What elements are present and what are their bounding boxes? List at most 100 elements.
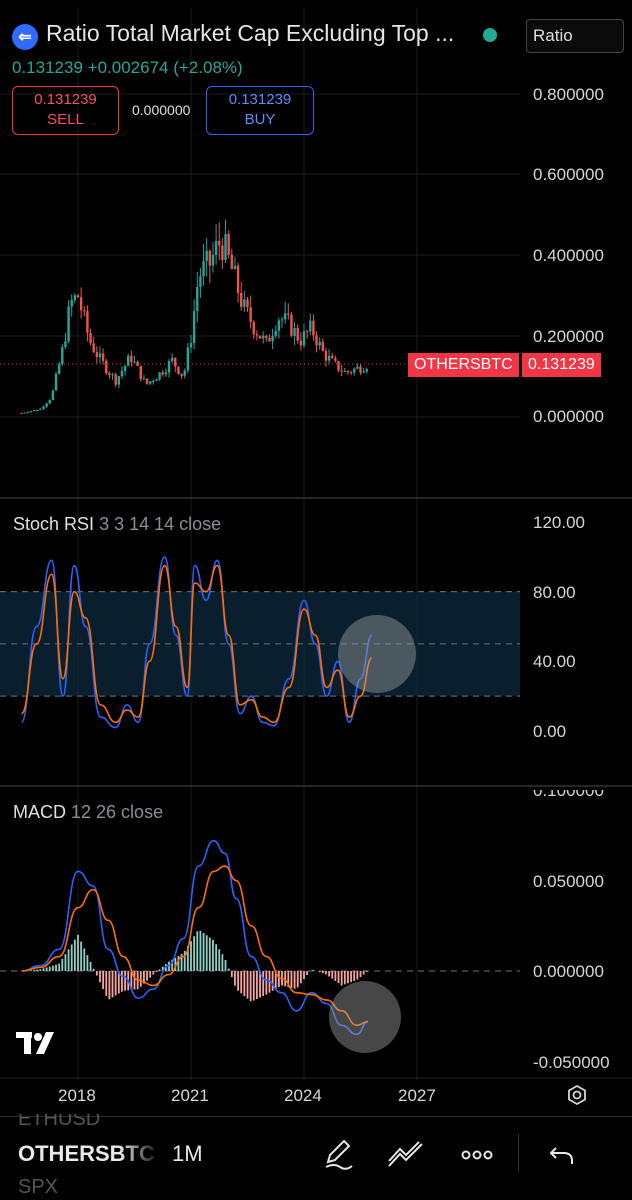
candle-body xyxy=(118,376,120,384)
macd-histogram-bar xyxy=(46,967,48,971)
macd-histogram-bar xyxy=(71,944,73,971)
candle-body xyxy=(231,255,233,269)
interval-selector[interactable]: 1M xyxy=(172,1141,203,1167)
buy-button[interactable]: 0.131239 BUY xyxy=(206,86,314,135)
candle-body xyxy=(271,336,273,342)
candle-body xyxy=(111,374,113,375)
macd-histogram-bar xyxy=(265,971,267,995)
macd-histogram-bar xyxy=(228,969,230,971)
macd-axis-label: 0.050000 xyxy=(533,872,604,892)
time-axis-label: 2027 xyxy=(398,1086,436,1106)
candle-body xyxy=(89,333,91,343)
macd-histogram-bar xyxy=(338,971,340,983)
candle-body xyxy=(193,311,195,343)
candle-body xyxy=(140,366,142,379)
candle-body xyxy=(42,407,44,409)
macd-histogram-bar xyxy=(33,970,35,971)
macd-histogram-bar xyxy=(221,954,223,971)
trendline-tool-icon[interactable] xyxy=(386,1138,426,1172)
candle-body xyxy=(80,297,82,310)
candle-body xyxy=(347,371,349,372)
macd-histogram-bar xyxy=(353,971,355,981)
candle-body xyxy=(209,251,211,266)
candle-body xyxy=(27,412,29,413)
macd-histogram-bar xyxy=(65,954,67,971)
candle-body xyxy=(121,371,123,376)
candle-body xyxy=(246,299,248,307)
price-change-pct: (+2.08%) xyxy=(173,58,242,77)
macd-label[interactable]: MACD 12 26 close xyxy=(13,802,163,823)
candle-body xyxy=(71,300,73,306)
candle-body xyxy=(290,315,292,336)
candle-body xyxy=(33,410,35,411)
sell-button[interactable]: 0.131239 SELL xyxy=(12,86,119,135)
macd-histogram-bar xyxy=(203,933,205,971)
candle-body xyxy=(240,293,242,307)
candle-body xyxy=(337,361,339,370)
next-symbol[interactable]: SPX xyxy=(18,1176,58,1199)
undo-icon[interactable] xyxy=(548,1143,576,1167)
candle-body xyxy=(52,390,54,400)
macd-histogram-bar xyxy=(209,938,211,971)
price-axis-label: 0.400000 xyxy=(533,246,604,266)
macd-histogram-bar xyxy=(294,971,296,989)
highlight-circle xyxy=(338,615,416,693)
time-axis-label: 2024 xyxy=(284,1086,322,1106)
candle-body xyxy=(303,331,305,345)
macd-histogram-bar xyxy=(115,971,117,995)
macd-params: 12 26 close xyxy=(71,802,163,822)
coin-icon: ⇐ xyxy=(12,24,38,50)
symbol-tag: OTHERSBTC xyxy=(408,353,519,377)
candle-body xyxy=(284,313,286,319)
macd-histogram-bar xyxy=(300,971,302,983)
stoch-rsi-label[interactable]: Stoch RSI 3 3 14 14 close xyxy=(13,514,221,535)
settings-icon[interactable] xyxy=(566,1084,588,1106)
macd-histogram-bar xyxy=(121,971,123,992)
candle-body xyxy=(318,342,320,346)
macd-histogram-bar xyxy=(218,949,220,971)
sell-label: SELL xyxy=(13,110,118,130)
candle-body xyxy=(165,373,167,375)
macd-histogram-bar xyxy=(58,964,60,971)
candle-body xyxy=(136,362,138,366)
candle-body xyxy=(275,331,277,336)
candle-body xyxy=(30,411,32,412)
price-change: +0.002674 xyxy=(88,58,169,77)
macd-histogram-bar xyxy=(331,971,333,979)
candle-body xyxy=(96,352,98,357)
macd-histogram-bar xyxy=(247,971,249,999)
chart-title[interactable]: Ratio Total Market Cap Excluding Top ... xyxy=(46,20,454,47)
candle-body xyxy=(322,342,324,351)
macd-histogram-bar xyxy=(105,971,107,996)
candle-body xyxy=(359,367,361,373)
macd-histogram-bar xyxy=(319,971,321,972)
live-status-icon xyxy=(483,28,497,42)
macd-histogram-bar xyxy=(356,971,358,980)
candle-body xyxy=(331,356,333,358)
candle-body xyxy=(61,347,63,364)
macd-histogram-bar xyxy=(102,971,104,989)
candle-body xyxy=(36,410,38,411)
candle-body xyxy=(278,320,280,330)
pencil-icon[interactable] xyxy=(320,1136,356,1172)
macd-histogram-bar xyxy=(212,940,214,971)
macd-histogram-bar xyxy=(344,971,346,984)
candle-body xyxy=(234,266,236,269)
macd-name: MACD xyxy=(13,802,66,822)
candle-body xyxy=(262,336,264,339)
spread-value: 0.000000 xyxy=(132,102,190,118)
more-options-icon[interactable] xyxy=(460,1145,494,1165)
candle-body xyxy=(152,381,154,382)
price-axis-label: 0.600000 xyxy=(533,165,604,185)
macd-histogram-bar xyxy=(124,971,126,991)
stoch-rsi-params: 3 3 14 14 close xyxy=(99,514,221,534)
ratio-selector[interactable]: Ratio xyxy=(526,19,624,53)
candle-body xyxy=(124,366,126,371)
candle-body xyxy=(86,311,88,333)
candle-body xyxy=(39,409,41,410)
candle-body xyxy=(315,335,317,345)
candle-body xyxy=(328,356,330,361)
macd-histogram-bar xyxy=(231,971,233,977)
price-axis-label: 0.200000 xyxy=(533,327,604,347)
macd-histogram-bar xyxy=(306,971,308,975)
